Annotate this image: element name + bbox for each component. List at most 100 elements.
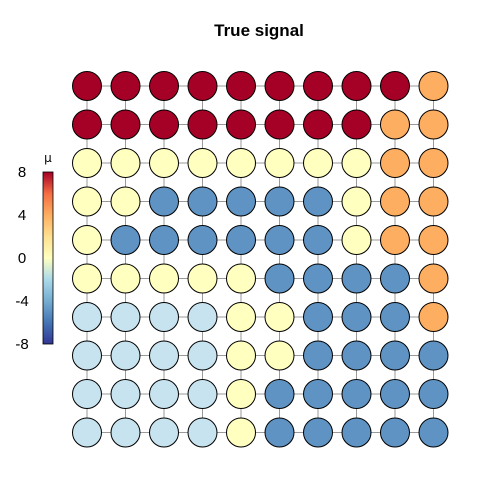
lattice-edges [86, 85, 434, 433]
heatmap-node-r4-c7 [303, 186, 333, 217]
heatmap-node-r10-c8 [341, 417, 372, 448]
heatmap-node-r1-c10 [418, 71, 449, 101]
heatmap-node-r6-c10 [418, 263, 449, 294]
heatmap-node-r7-c8 [341, 302, 372, 332]
heatmap-node-r10-c5 [226, 417, 256, 448]
heatmap-node-r6-c7 [303, 263, 333, 294]
heatmap-node-r1-c3 [149, 71, 179, 101]
legend-tick-label: -4 [15, 293, 28, 310]
heatmap-node-r5-c7 [303, 225, 333, 255]
heatmap-node-r9-c2 [110, 379, 141, 409]
lattice-nodes [72, 71, 449, 448]
heatmap-node-r8-c1 [72, 340, 102, 371]
heatmap-node-r9-c5 [226, 379, 256, 409]
heatmap-node-r9-c6 [264, 379, 295, 409]
heatmap-node-r3-c1 [72, 148, 102, 178]
heatmap-node-r10-c7 [303, 417, 333, 448]
heatmap-node-r2-c5 [226, 109, 256, 140]
heatmap-node-r3-c8 [341, 148, 372, 178]
chart-title: True signal [214, 21, 304, 40]
heatmap-node-r4-c4 [187, 186, 218, 217]
heatmap-node-r2-c7 [303, 109, 333, 140]
legend-colorbar [42, 171, 54, 345]
heatmap-node-r7-c2 [110, 302, 141, 332]
heatmap-node-r8-c10 [418, 340, 449, 371]
heatmap-node-r10-c2 [110, 417, 141, 448]
heatmap-node-r6-c9 [380, 263, 410, 294]
legend-title: μ [44, 151, 52, 165]
heatmap-node-r5-c5 [226, 225, 256, 255]
heatmap-node-r5-c8 [341, 225, 372, 255]
heatmap-node-r6-c3 [149, 263, 179, 294]
heatmap-node-r4-c9 [380, 186, 410, 217]
heatmap-node-r10-c9 [380, 417, 410, 448]
heatmap-node-r2-c1 [72, 109, 102, 140]
heatmap-node-r9-c4 [187, 379, 218, 409]
heatmap-node-r3-c3 [149, 148, 179, 178]
heatmap-node-r8-c7 [303, 340, 333, 371]
heatmap-node-r10-c4 [187, 417, 218, 448]
heatmap-node-r4-c5 [226, 186, 256, 217]
heatmap-node-r8-c4 [187, 340, 218, 371]
legend-tick-label: -8 [15, 336, 28, 353]
heatmap-node-r10-c6 [264, 417, 295, 448]
heatmap-node-r6-c1 [72, 263, 102, 294]
heatmap-node-r3-c2 [110, 148, 141, 178]
heatmap-node-r3-c9 [380, 148, 410, 178]
heatmap-node-r2-c6 [264, 109, 295, 140]
heatmap-node-r3-c6 [264, 148, 295, 178]
heatmap-node-r7-c10 [418, 302, 449, 332]
heatmap-node-r9-c1 [72, 379, 102, 409]
heatmap-node-r6-c8 [341, 263, 372, 294]
heatmap-node-r7-c9 [380, 302, 410, 332]
heatmap-node-r5-c9 [380, 225, 410, 255]
heatmap-node-r4-c8 [341, 186, 372, 217]
legend-tick-label: 0 [18, 250, 26, 267]
heatmap-node-r8-c8 [341, 340, 372, 371]
heatmap-node-r5-c10 [418, 225, 449, 255]
heatmap-node-r2-c10 [418, 109, 449, 140]
legend-tick-label: 8 [18, 164, 26, 181]
heatmap-node-r3-c5 [226, 148, 256, 178]
heatmap-node-r2-c2 [110, 109, 141, 140]
heatmap-node-r2-c9 [380, 109, 410, 140]
heatmap-node-r8-c9 [380, 340, 410, 371]
heatmap-node-r7-c1 [72, 302, 102, 332]
heatmap-node-r7-c7 [303, 302, 333, 332]
heatmap-node-r1-c8 [341, 71, 372, 101]
heatmap-node-r2-c8 [341, 109, 372, 140]
legend-tick-label: 4 [18, 207, 26, 224]
heatmap-node-r3-c7 [303, 148, 333, 178]
heatmap-node-r8-c2 [110, 340, 141, 371]
heatmap-node-r2-c4 [187, 109, 218, 140]
heatmap-node-r10-c3 [149, 417, 179, 448]
heatmap-node-r5-c1 [72, 225, 102, 255]
heatmap-node-r5-c4 [187, 225, 218, 255]
heatmap-node-r1-c9 [380, 71, 410, 101]
heatmap-node-r7-c6 [264, 302, 295, 332]
heatmap-node-r6-c6 [264, 263, 295, 294]
heatmap-node-r4-c6 [264, 186, 295, 217]
heatmap-node-r9-c3 [149, 379, 179, 409]
heatmap-node-r9-c7 [303, 379, 333, 409]
heatmap-node-r1-c1 [72, 71, 102, 101]
heatmap-node-r8-c5 [226, 340, 256, 371]
color-legend: μ 8 4 0 -4 -8 [15, 151, 54, 353]
heatmap-node-r7-c5 [226, 302, 256, 332]
heatmap-node-r4-c2 [110, 186, 141, 217]
heatmap-node-r6-c2 [110, 263, 141, 294]
heatmap-node-r1-c2 [110, 71, 141, 101]
heatmap-node-r1-c7 [303, 71, 333, 101]
heatmap-node-r9-c9 [380, 379, 410, 409]
heatmap-node-r9-c8 [341, 379, 372, 409]
heatmap-node-r10-c1 [72, 417, 102, 448]
heatmap-node-r1-c5 [226, 71, 256, 101]
heatmap-node-r3-c10 [418, 148, 449, 178]
heatmap-node-r4-c1 [72, 186, 102, 217]
heatmap-node-r5-c6 [264, 225, 295, 255]
heatmap-node-r8-c6 [264, 340, 295, 371]
heatmap-node-r1-c6 [264, 71, 295, 101]
heatmap-node-r5-c2 [110, 225, 141, 255]
legend-ticks: 8 4 0 -4 -8 [15, 164, 28, 353]
